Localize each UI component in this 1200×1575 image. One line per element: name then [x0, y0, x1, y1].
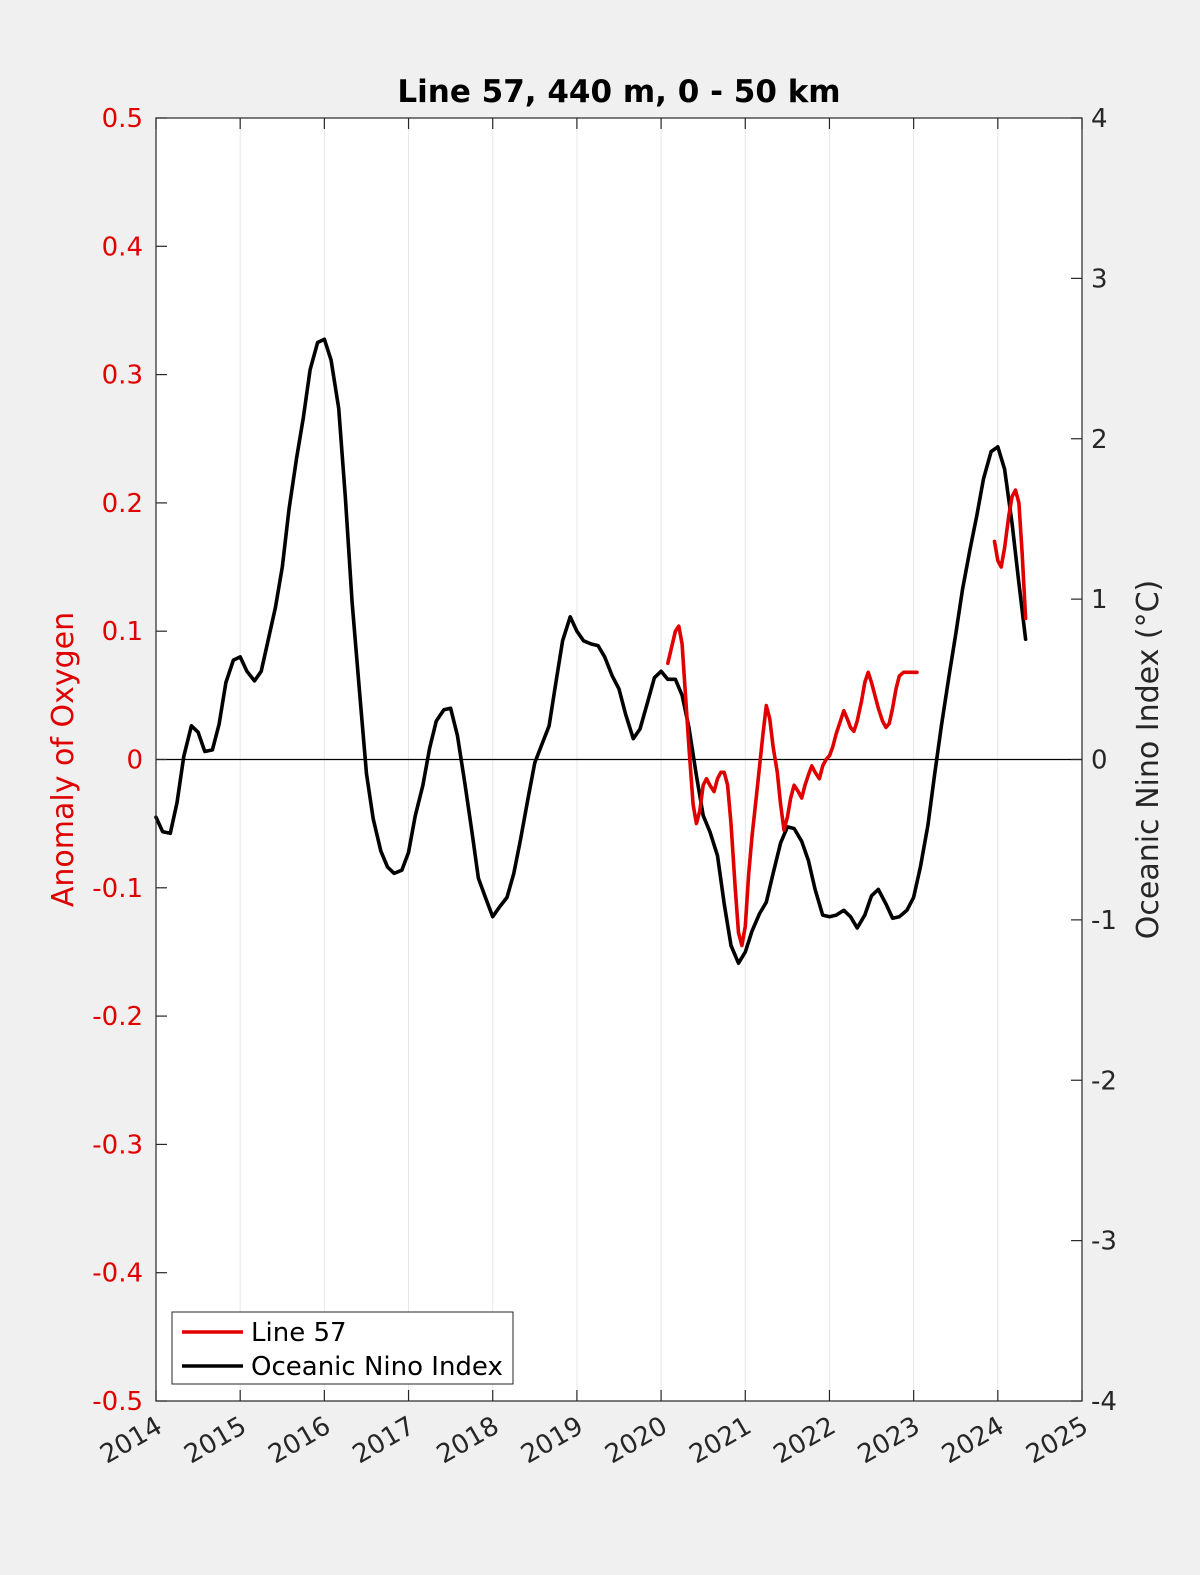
- y-left-tick-label: -0.4: [92, 1259, 143, 1289]
- y-left-tick-label: 0.5: [102, 104, 143, 134]
- y-right-tick-label: 2: [1091, 425, 1108, 455]
- y-right-tick-label: 4: [1091, 104, 1108, 134]
- y-right-tick-label: 3: [1091, 264, 1108, 294]
- y-right-tick-label: -1: [1091, 906, 1117, 936]
- y-left-tick-label: -0.2: [92, 1002, 143, 1032]
- y-right-tick-label: 0: [1091, 746, 1108, 776]
- y-right-tick-label: 1: [1091, 585, 1108, 615]
- oni-series-line: [154, 337, 1028, 966]
- y-left-tick-label: 0: [126, 746, 143, 776]
- y-left-tick-label: 0.4: [102, 232, 143, 262]
- y-left-tick-label: -0.1: [92, 874, 143, 904]
- y-right-tick-label: -4: [1091, 1387, 1117, 1417]
- chart-title: Line 57, 440 m, 0 - 50 km: [397, 74, 840, 110]
- y-left-tick-label: -0.3: [92, 1130, 143, 1160]
- y-left-tick-label: 0.1: [102, 617, 143, 647]
- legend-box: [171, 1311, 514, 1385]
- y-right-tick-label: -3: [1091, 1227, 1117, 1257]
- legend: Line 57 Oceanic Nino Index: [171, 1311, 514, 1385]
- y-left-tick-label: 0.3: [102, 361, 143, 391]
- series-layer: [154, 337, 1028, 966]
- y-axis-left-label: Anomaly of Oxygen: [46, 612, 81, 907]
- y-left-tick-label: 0.2: [102, 489, 143, 519]
- y-right-tick-label: -2: [1091, 1066, 1117, 1096]
- legend-oni-label: Oceanic Nino Index: [251, 1352, 503, 1382]
- line57-series-line: [992, 488, 1028, 621]
- y-left-tick-label: -0.5: [92, 1387, 143, 1417]
- legend-line57-label: Line 57: [251, 1318, 347, 1348]
- y-axis-right-label: Oceanic Nino Index (°C): [1131, 580, 1166, 940]
- line57-series-line: [665, 624, 919, 948]
